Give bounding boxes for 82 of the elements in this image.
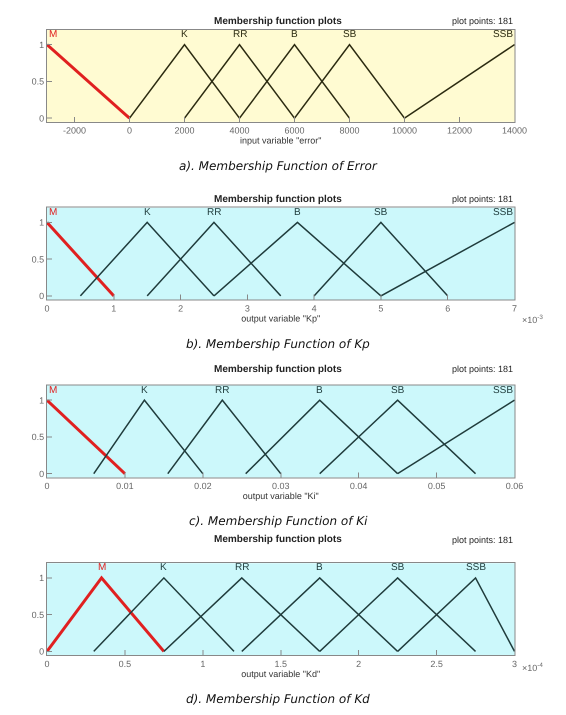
x-tick-label: -2000 [62,126,86,136]
x-tick-label: 2.5 [430,658,443,669]
y-tick-label: 0 [39,468,44,479]
chart-title: Membership function plots [214,364,342,375]
x-tick-label: 0 [126,126,132,136]
y-tick-label: 1 [39,40,44,50]
series-label: K [144,207,151,218]
x-tick-label: 6000 [284,126,305,136]
chart-subtitle: plot points: 181 [452,16,514,26]
x-axis-title: output variable "Ki" [242,491,319,502]
series-label: M [98,562,106,573]
x-tick-label: 0.01 [116,481,134,492]
y-tick-label: 0.5 [32,432,44,442]
x-tick-label: 4 [312,303,317,314]
series-label: K [141,385,148,396]
series-label: RR [235,562,250,573]
chart-title: Membership function plots [214,194,342,205]
series-label: K [160,562,167,573]
series-label: B [294,207,301,218]
y-tick-label: 1 [39,218,44,228]
x-tick-label: 10000 [392,126,418,136]
x-tick-label: 1.5 [274,658,288,669]
y-tick-label: 1 [39,573,44,584]
x-tick-label: 1 [111,303,116,314]
x-tick-label: 0.5 [118,658,132,669]
y-tick-label: 0.5 [32,610,44,620]
series-label: SSB [493,207,514,218]
x-tick-label: 0.03 [272,481,290,492]
series-label: RR [233,29,248,40]
series-label: B [291,29,298,40]
series-label: SSB [493,29,514,40]
x-tick-label: 4000 [229,126,250,136]
series-label: B [316,385,323,396]
x-tick-label: 2 [356,658,362,669]
y-tick-label: 0 [39,646,44,657]
series-label: SB [391,562,405,573]
x-tick-label: 7 [512,303,518,314]
series-label: B [316,562,323,573]
y-tick-label: 0.5 [32,76,44,87]
x-tick-label: 3 [512,658,518,669]
text: b). Membership Function of Kp [186,337,370,351]
text: d). Membership Function of Kd [186,692,370,706]
series-label: M [49,207,58,218]
y-tick-label: 0 [39,113,44,124]
chart-title: Membership function plots [214,534,342,545]
chart-subtitle: plot points: 181 [452,194,514,204]
series-label: SSB [493,385,514,396]
x-tick-label: 14000 [502,126,528,136]
x-tick-label: 1 [200,658,206,669]
x-tick-label: 0.06 [506,481,524,492]
series-label: RR [207,207,222,218]
series-label: SSB [466,562,486,573]
series-label: RR [215,385,230,396]
y-tick-label: 1 [39,395,44,406]
y-tick-label: 0 [39,291,44,302]
text: c). Membership Function of Ki [189,514,368,528]
series-label: SB [391,385,405,396]
x-tick-label: 0.04 [350,481,368,492]
series-label: M [49,385,58,396]
x-tick-label: 8000 [339,126,360,136]
y-tick-label: 0.5 [32,254,44,264]
series-label: SB [374,207,388,218]
x-axis-title: input variable "error" [240,136,322,146]
x-tick-label: 3 [244,303,250,314]
x-tick-label: 5 [378,303,384,314]
x-tick-label: 6 [445,303,450,314]
series-label: K [181,29,188,40]
series-label: SB [343,29,357,40]
text: a). Membership Function of Error [179,159,378,173]
series-label: M [49,29,58,40]
x-tick-label: 2 [178,303,184,314]
x-axis-title: output variable "Kp" [241,313,320,324]
chart-title: Membership function plots [214,16,342,27]
x-tick-label: 12000 [446,126,472,136]
chart-subtitle: plot points: 181 [452,364,514,374]
x-tick-label: 2000 [174,126,195,136]
x-tick-label: 0.02 [194,481,212,492]
text: ×10$^{-4}$ [522,662,544,673]
x-tick-label: 0.05 [428,481,446,492]
x-axis-title: output variable "Kd" [241,668,320,679]
text: ×10$^{-3}$ [522,314,544,325]
chart-subtitle: plot points: 181 [452,535,514,545]
